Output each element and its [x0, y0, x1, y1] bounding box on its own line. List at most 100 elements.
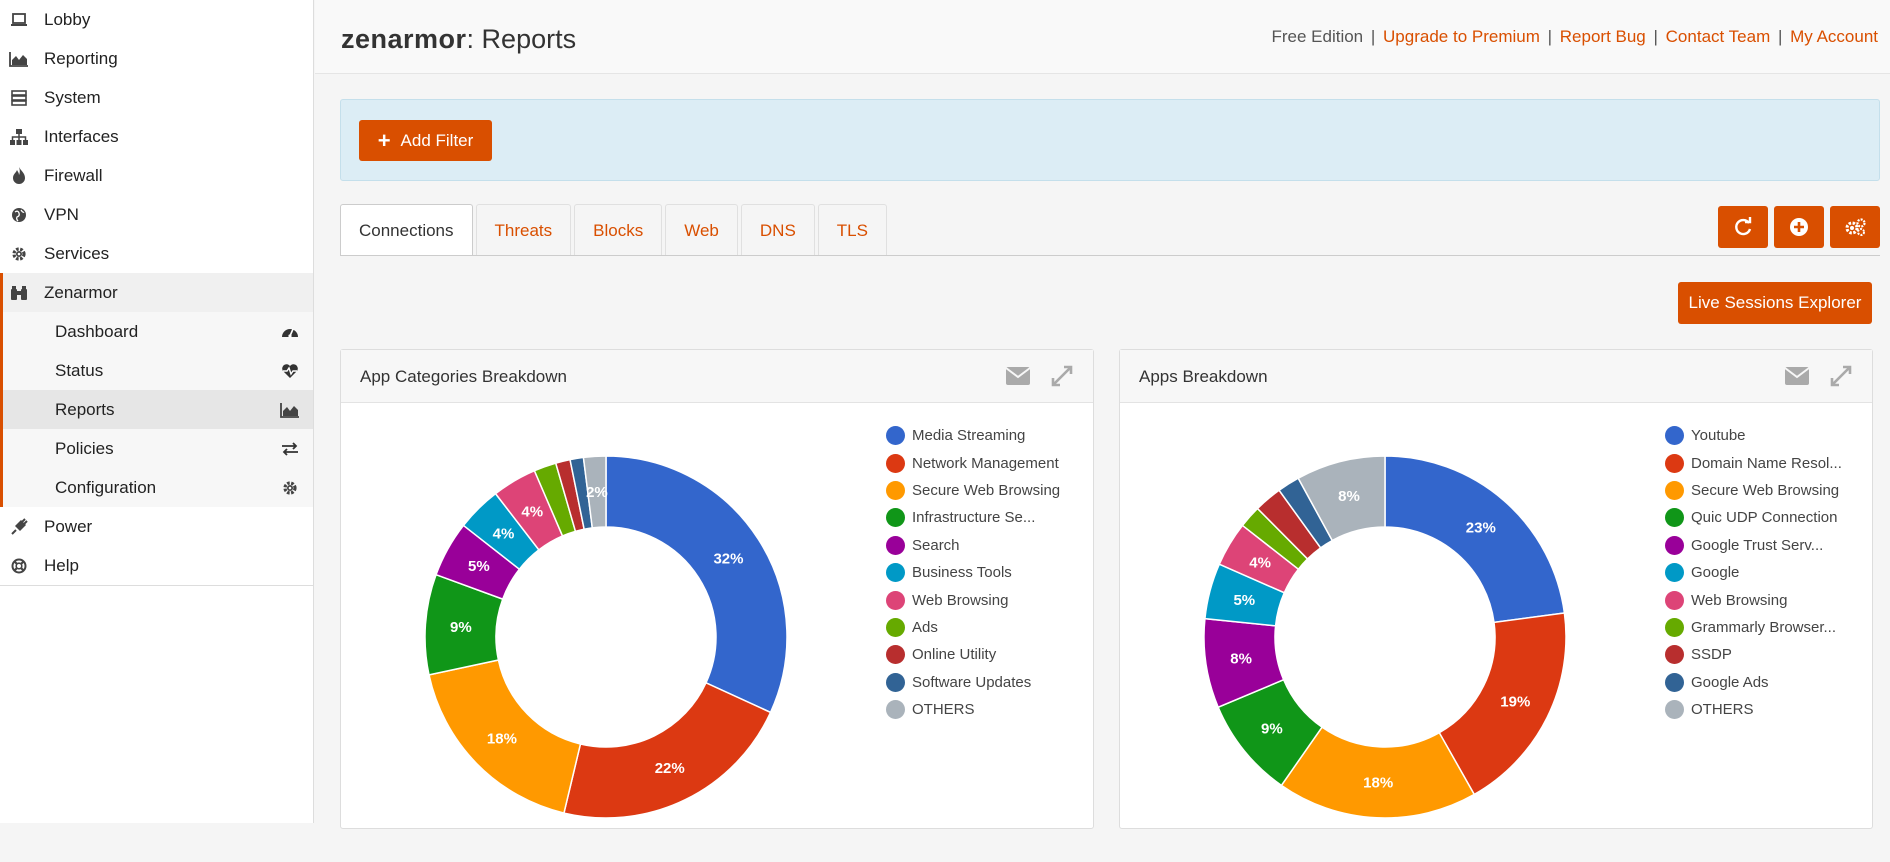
cogs-icon [1845, 218, 1866, 236]
sidebar-item-help[interactable]: Help [0, 546, 313, 585]
legend-label: Software Updates [912, 673, 1032, 691]
legend-item-others[interactable]: OTHERS [1665, 696, 1842, 723]
legend-label: Google [1691, 564, 1740, 582]
sidebar-item-label: Policies [55, 438, 114, 458]
legend-item-quic-udp-connection[interactable]: Quic UDP Connection [1665, 504, 1842, 531]
legend-label: Youtube [1691, 427, 1746, 445]
tab-connections[interactable]: Connections [340, 204, 473, 256]
legend-item-google-trust-serv[interactable]: Google Trust Serv... [1665, 532, 1842, 559]
legend-item-online-utility[interactable]: Online Utility [886, 641, 1060, 668]
sidebar-item-label: Firewall [44, 165, 103, 185]
expand-icon[interactable] [1049, 364, 1075, 388]
slice-label: 4% [521, 504, 543, 521]
legend-item-secure-web-browsing[interactable]: Secure Web Browsing [886, 477, 1060, 504]
plus-icon: + [377, 127, 391, 153]
email-icon[interactable] [1005, 364, 1031, 388]
sidebar-item-services[interactable]: Services [0, 234, 313, 273]
dashboard-icon [279, 323, 301, 341]
panel-header: Apps Breakdown [1120, 350, 1872, 403]
sidebar-item-lobby[interactable]: Lobby [0, 0, 313, 39]
refresh-button[interactable] [1718, 206, 1768, 248]
legend-swatch [1665, 508, 1684, 528]
add-filter-button[interactable]: + Add Filter [359, 120, 492, 161]
legend-item-network-management[interactable]: Network Management [886, 449, 1060, 476]
legend-label: Grammarly Browser... [1691, 618, 1837, 636]
panel-title: App Categories Breakdown [360, 367, 567, 386]
sidebar-item-configuration[interactable]: Configuration [0, 468, 313, 507]
main-content: zenarmor: Reports Free Edition | Upgrade… [315, 0, 1890, 829]
legend-item-grammarly-browser[interactable]: Grammarly Browser... [1665, 614, 1842, 641]
pie-slice-domain-name-resol[interactable] [1438, 612, 1567, 796]
sidebar-item-reporting[interactable]: Reporting [0, 39, 313, 78]
sidebar-item-power[interactable]: Power [0, 507, 313, 546]
sitemap-icon [8, 128, 30, 146]
apps-donut-chart: 23% 19% 18% 9% 8% 5% 4% 8% [1203, 455, 1567, 819]
legend-item-youtube[interactable]: Youtube [1665, 422, 1842, 449]
pie-slice-others[interactable] [582, 455, 607, 529]
app-categories-panel: App Categories Breakdown 32% 22% 18% 9% 5% 4%… [340, 349, 1094, 829]
legend-item-google-ads[interactable]: Google Ads [1665, 669, 1842, 696]
legend-swatch [886, 480, 905, 500]
cog-icon [8, 245, 30, 263]
legend-item-media-streaming[interactable]: Media Streaming [886, 422, 1060, 449]
legend-item-others[interactable]: OTHERS [886, 696, 1060, 723]
legend-label: Web Browsing [1691, 591, 1788, 609]
slice-label: 18% [487, 731, 517, 748]
tab-web[interactable]: Web [665, 204, 738, 256]
report-bug-link[interactable]: Report Bug [1559, 27, 1646, 46]
add-report-button[interactable] [1774, 206, 1824, 248]
legend-item-search[interactable]: Search [886, 532, 1060, 559]
upgrade-link[interactable]: Upgrade to Premium [1383, 27, 1540, 46]
legend-swatch [1665, 426, 1684, 446]
tab-threats[interactable]: Threats [475, 204, 572, 256]
sidebar-item-dashboard[interactable]: Dashboard [0, 312, 313, 351]
pie-slice-network-management[interactable] [563, 681, 772, 819]
legend-item-google[interactable]: Google [1665, 559, 1842, 586]
legend-item-secure-web-browsing[interactable]: Secure Web Browsing [1665, 477, 1842, 504]
email-icon[interactable] [1784, 364, 1810, 388]
settings-button[interactable] [1830, 206, 1880, 248]
legend-item-ssdp[interactable]: SSDP [1665, 641, 1842, 668]
slice-label: 5% [468, 558, 490, 575]
legend-label: Web Browsing [912, 591, 1009, 609]
pie-slice-media-streaming[interactable] [605, 455, 788, 714]
sidebar-item-vpn[interactable]: VPN [0, 195, 313, 234]
sidebar-item-system[interactable]: System [0, 78, 313, 117]
legend-swatch [886, 700, 905, 720]
sidebar-item-policies[interactable]: Policies [0, 429, 313, 468]
sidebar-item-label: Zenarmor [44, 282, 118, 302]
sidebar-item-interfaces[interactable]: Interfaces [0, 117, 313, 156]
legend-item-web-browsing[interactable]: Web Browsing [1665, 586, 1842, 613]
sidebar-item-label: Reports [55, 399, 115, 419]
legend-item-infrastructure-se[interactable]: Infrastructure Se... [886, 504, 1060, 531]
legend-swatch [1665, 453, 1684, 473]
pie-slice-youtube[interactable] [1384, 455, 1566, 624]
sidebar-item-firewall[interactable]: Firewall [0, 156, 313, 195]
laptop-icon [8, 11, 30, 29]
apps-panel: Apps Breakdown 23% 19% 18% 9% 8% 5% 4% 8% Youtu… [1119, 349, 1873, 829]
slice-label: 4% [493, 526, 515, 543]
legend-item-domain-name-resol[interactable]: Domain Name Resol... [1665, 449, 1842, 476]
legend-item-ads[interactable]: Ads [886, 614, 1060, 641]
panel-title: Apps Breakdown [1139, 367, 1268, 386]
contact-team-link[interactable]: Contact Team [1665, 27, 1771, 46]
legend-label: Search [912, 536, 960, 554]
expand-icon[interactable] [1828, 364, 1854, 388]
legend-label: Google Ads [1691, 673, 1769, 691]
legend-item-software-updates[interactable]: Software Updates [886, 669, 1060, 696]
legend-item-business-tools[interactable]: Business Tools [886, 559, 1060, 586]
live-sessions-explorer-button[interactable]: Live Sessions Explorer [1678, 282, 1872, 324]
sidebar-item-status[interactable]: Status [0, 351, 313, 390]
sidebar-item-label: Interfaces [44, 126, 119, 146]
sidebar-item-reports[interactable]: Reports [0, 390, 313, 429]
legend-label: Online Utility [912, 646, 997, 664]
tab-tls[interactable]: TLS [817, 204, 887, 256]
tab-blocks[interactable]: Blocks [574, 204, 663, 256]
pie-slice-others[interactable] [1297, 455, 1386, 542]
legend-item-web-browsing[interactable]: Web Browsing [886, 586, 1060, 613]
sidebar-item-zenarmor[interactable]: Zenarmor [0, 273, 313, 312]
my-account-link[interactable]: My Account [1790, 27, 1878, 46]
legend-label: Ads [912, 618, 938, 636]
tab-dns[interactable]: DNS [740, 204, 815, 256]
edition-label: Free Edition [1271, 27, 1364, 46]
